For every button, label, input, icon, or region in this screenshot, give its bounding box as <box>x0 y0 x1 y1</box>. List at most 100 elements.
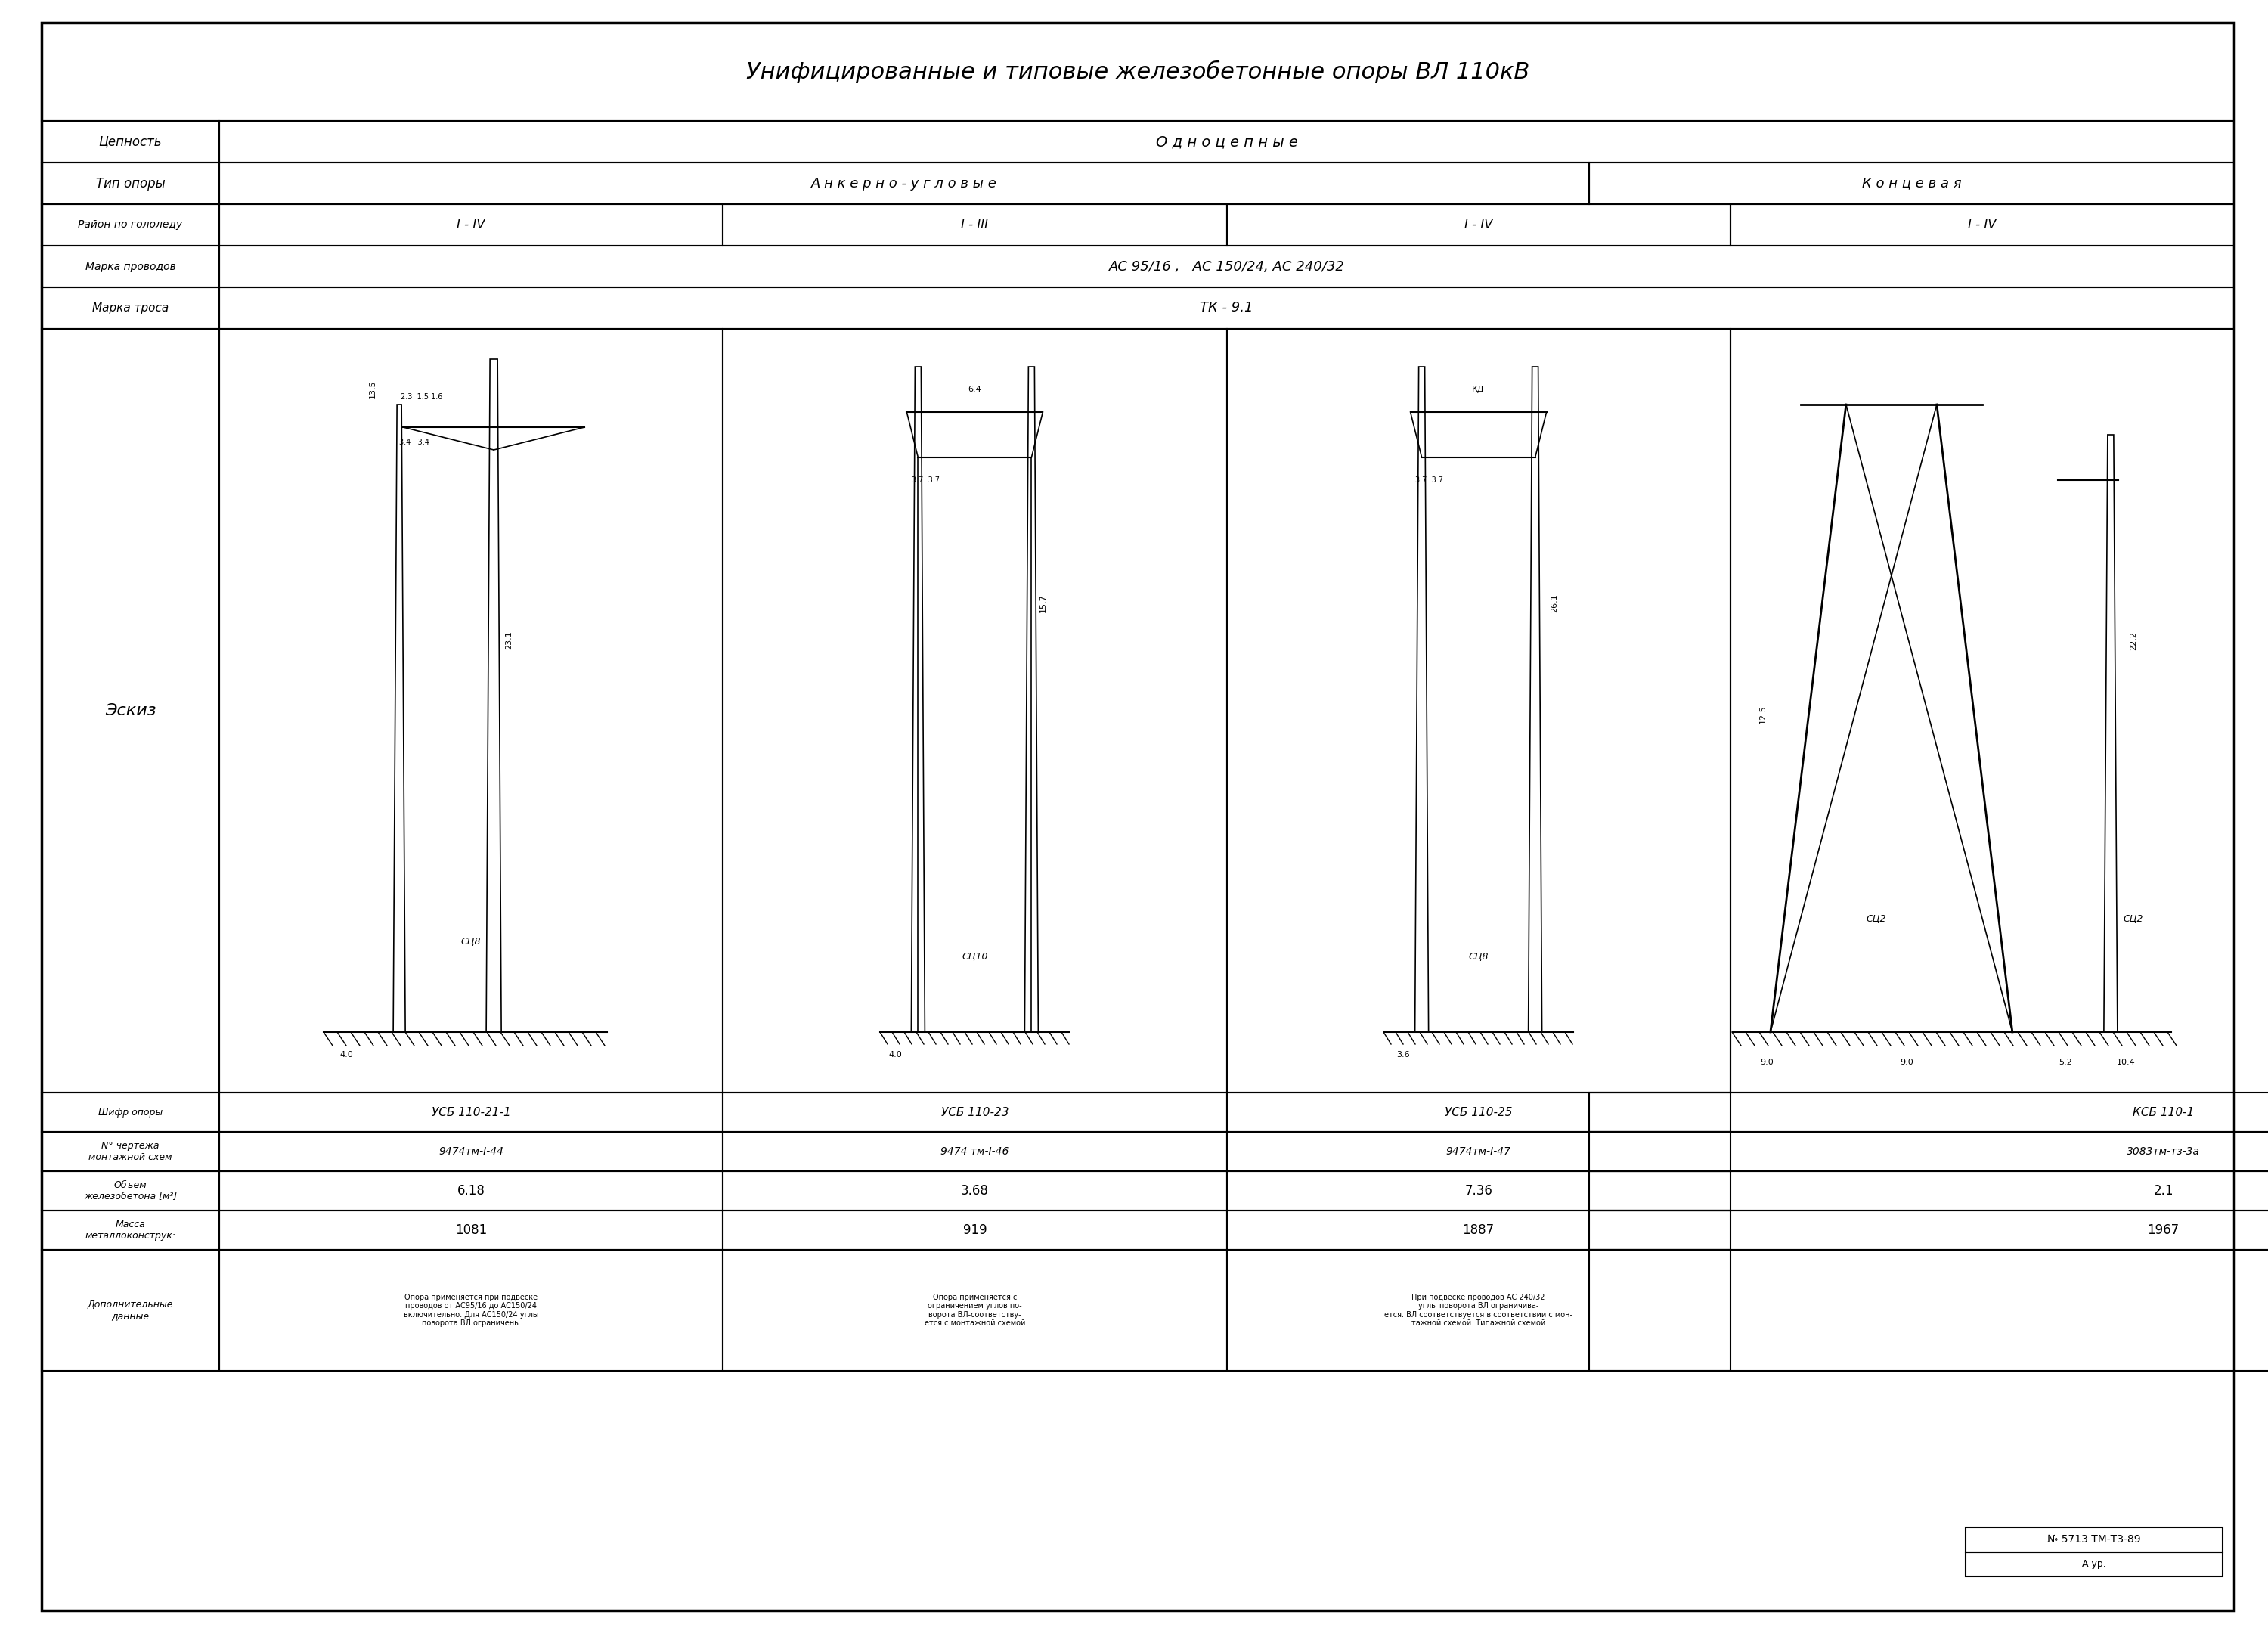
Text: СЦ8: СЦ8 <box>460 937 481 946</box>
Bar <box>220 288 2234 329</box>
Text: Тип опоры: Тип опоры <box>95 176 166 191</box>
Polygon shape <box>392 404 406 1032</box>
Bar <box>220 1250 723 1370</box>
Text: 3.7  3.7: 3.7 3.7 <box>912 476 939 485</box>
Text: I - IV: I - IV <box>456 219 485 232</box>
Bar <box>220 1171 723 1211</box>
Bar <box>41 163 220 204</box>
Bar <box>41 1132 220 1171</box>
Text: I - IV: I - IV <box>1969 219 1996 232</box>
Text: Марка проводов: Марка проводов <box>86 261 175 271</box>
Text: № 5713 ТМ-ТЗ-89: № 5713 ТМ-ТЗ-89 <box>2048 1535 2141 1544</box>
Text: 4.0: 4.0 <box>340 1052 354 1058</box>
Text: 6.18: 6.18 <box>458 1185 485 1198</box>
Text: АС 95/16 ,   АС 150/24, АС 240/32: АС 95/16 , АС 150/24, АС 240/32 <box>1109 260 1345 273</box>
Bar <box>723 1132 1227 1171</box>
Text: ТК - 9.1: ТК - 9.1 <box>1200 301 1254 315</box>
Bar <box>41 1093 220 1132</box>
Text: 3.4   3.4: 3.4 3.4 <box>399 439 429 447</box>
Polygon shape <box>2105 435 2118 1032</box>
Bar <box>41 1171 220 1211</box>
Text: А н к е р н о - у г л о в ы е: А н к е р н о - у г л о в ы е <box>812 176 998 191</box>
Text: 3.6: 3.6 <box>1397 1052 1408 1058</box>
Bar <box>1227 329 1730 1093</box>
Text: Марка троса: Марка троса <box>93 302 168 314</box>
Bar <box>41 329 220 1093</box>
Bar <box>723 1250 1227 1370</box>
Polygon shape <box>485 360 501 1032</box>
Text: УСБ 110-25: УСБ 110-25 <box>1445 1106 1513 1117</box>
Bar <box>1227 1132 1730 1171</box>
Text: 9474тм-I-47: 9474тм-I-47 <box>1447 1147 1510 1157</box>
Bar <box>1590 1171 2268 1211</box>
Text: I - III: I - III <box>962 219 989 232</box>
Text: 15.7: 15.7 <box>1039 595 1046 613</box>
Text: КСБ 110-1: КСБ 110-1 <box>2132 1106 2193 1117</box>
Text: Объем
железобетона [м³]: Объем железобетона [м³] <box>84 1180 177 1201</box>
Text: Цепность: Цепность <box>100 135 161 148</box>
Text: 9474тм-I-44: 9474тм-I-44 <box>438 1147 503 1157</box>
Bar <box>723 1093 1227 1132</box>
Bar <box>1590 1132 2268 1171</box>
Text: УСБ 110-23: УСБ 110-23 <box>941 1106 1009 1117</box>
Text: К о н ц е в а я: К о н ц е в а я <box>1862 176 1962 191</box>
Bar <box>1590 163 2234 204</box>
Polygon shape <box>912 366 925 1032</box>
Text: 5.2: 5.2 <box>2059 1058 2073 1066</box>
Polygon shape <box>1529 366 1542 1032</box>
Bar <box>41 288 220 329</box>
Bar <box>723 329 1227 1093</box>
Text: 3.68: 3.68 <box>962 1185 989 1198</box>
Bar <box>41 1211 220 1250</box>
Text: При подвеске проводов АС 240/32
углы поворота ВЛ ограничива-
ется. ВЛ соответств: При подвеске проводов АС 240/32 углы пов… <box>1383 1293 1572 1328</box>
Text: О д н о ц е п н ы е: О д н о ц е п н ы е <box>1157 135 1297 150</box>
Text: 13.5: 13.5 <box>370 380 376 399</box>
Text: 2.1: 2.1 <box>2152 1185 2173 1198</box>
Text: 2.3  1.5 1.6: 2.3 1.5 1.6 <box>401 393 442 401</box>
Bar <box>41 246 220 288</box>
Bar <box>220 122 2234 163</box>
Text: 9.0: 9.0 <box>1760 1058 1774 1066</box>
Text: 3.7  3.7: 3.7 3.7 <box>1415 476 1442 485</box>
Text: 22.2: 22.2 <box>2130 631 2136 651</box>
Text: 1967: 1967 <box>2148 1224 2180 1237</box>
Text: 4.0: 4.0 <box>889 1052 903 1058</box>
Text: КД: КД <box>1472 386 1486 393</box>
Bar <box>41 204 220 246</box>
Text: УСБ 110-21-1: УСБ 110-21-1 <box>431 1106 510 1117</box>
Text: СЦ2: СЦ2 <box>1867 914 1887 923</box>
Text: Район по гололеду: Район по гололеду <box>77 220 184 230</box>
Bar <box>1227 1250 1730 1370</box>
Text: 1081: 1081 <box>456 1224 488 1237</box>
Bar <box>41 1250 220 1370</box>
Text: А ур.: А ур. <box>2082 1559 2107 1569</box>
Text: 6.4: 6.4 <box>968 386 982 393</box>
Text: 9.0: 9.0 <box>1901 1058 1914 1066</box>
Bar <box>1590 1250 2268 1370</box>
Bar <box>723 204 1227 246</box>
Text: Опора применяется при подвеске
проводов от АС95/16 до АС150/24
включительно. Для: Опора применяется при подвеске проводов … <box>404 1293 538 1328</box>
Bar <box>220 163 1590 204</box>
Text: Масса
металлоконструк:: Масса металлоконструк: <box>86 1219 177 1240</box>
Bar <box>220 246 2234 288</box>
Bar <box>1227 1093 1730 1132</box>
Text: СЦ2: СЦ2 <box>2123 914 2143 923</box>
Bar <box>220 204 723 246</box>
Bar <box>1227 1171 1730 1211</box>
Text: 26.1: 26.1 <box>1551 595 1558 613</box>
Text: 9474 тм-I-46: 9474 тм-I-46 <box>941 1147 1009 1157</box>
Text: I - IV: I - IV <box>1465 219 1492 232</box>
Bar <box>723 1211 1227 1250</box>
Text: Опора применяется с
ограничением углов по-
ворота ВЛ-соответству-
ется с монтажн: Опора применяется с ограничением углов п… <box>925 1293 1025 1328</box>
Text: СЦ8: СЦ8 <box>1467 951 1488 961</box>
Bar <box>1590 1093 2268 1132</box>
Text: 7.36: 7.36 <box>1465 1185 1492 1198</box>
Text: 12.5: 12.5 <box>1760 705 1767 725</box>
Text: Эскиз: Эскиз <box>104 703 156 718</box>
Bar <box>1966 1553 2223 1577</box>
Bar <box>723 1171 1227 1211</box>
Bar <box>1227 1211 1730 1250</box>
Bar <box>41 122 220 163</box>
Bar <box>220 1211 723 1250</box>
Bar <box>220 1132 723 1171</box>
